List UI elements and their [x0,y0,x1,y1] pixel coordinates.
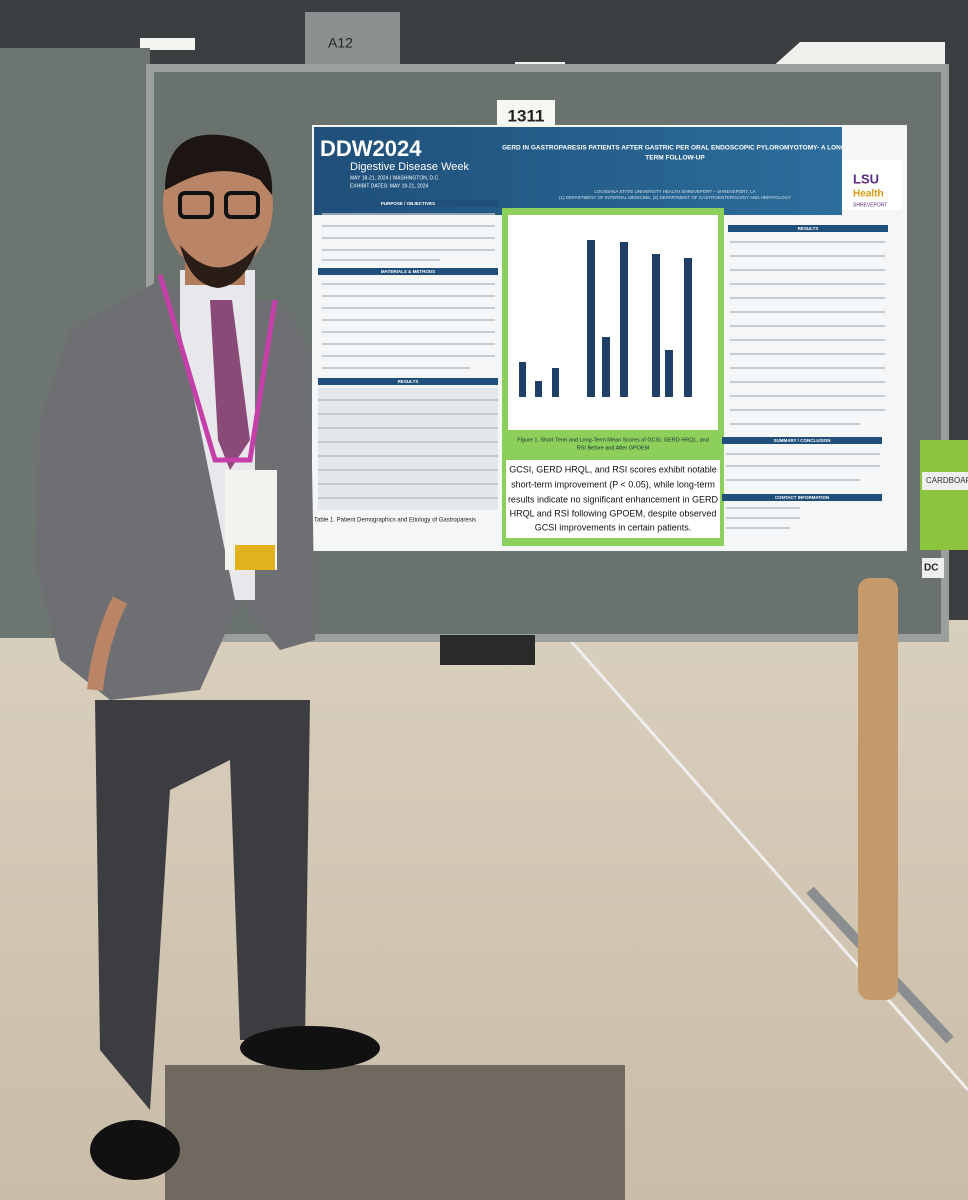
booth-wall [920,440,968,550]
figure [508,215,718,430]
highlight-text: short-term improvement (P < 0.05), while… [511,479,715,489]
booth-logo [922,558,944,578]
poster-dates: MAY 18-21, 2024 | WASHINGTON, D.C. [350,175,439,181]
floor-line [568,639,968,1091]
figure-caption: RSI Before and After GPOEM [577,445,650,451]
left-column [318,200,498,510]
section-header: MATERIALS & METHODS [381,269,435,274]
highlight-box [506,460,720,538]
poster-logo-subtitle: Digestive Disease Week [350,161,470,173]
booth-sign [922,472,968,490]
section-header: CONTACT INFORMATION [775,495,829,500]
figure-caption: Figure 1. Short Term and Long-Term Mean … [517,437,709,443]
poster-logo: DDW2024 [320,136,422,161]
section-header: SUMMARY / CONCLUSION [773,438,830,443]
section-header: RESULTS [798,226,819,231]
booth-logo-text: DC [924,563,938,574]
poster-dates: EXHIBIT DATES: MAY 19-21, 2024 [350,183,428,189]
table-caption: Table 1. Patient Demographics and Etiolo… [314,518,476,524]
background-person [440,635,535,665]
aisle-sign [305,12,400,72]
highlight-text: GCSI improvements in certain patients. [535,522,692,532]
poster-title: TERM FOLLOW-UP [645,155,705,162]
highlight-text: GCSI, GERD HRQL, and RSI scores exhibit … [509,464,717,474]
institution-name: LSU [853,171,879,186]
institution-name: Health [853,189,884,200]
institution-logo [842,160,902,210]
section-header: RESULTS [398,379,419,384]
light [140,38,195,50]
booth-number-text: 1311 [508,106,545,125]
institution-name: SHREVEPORT [853,202,887,208]
highlight-text: HRQL and RSI following GPOEM, despite ob… [510,508,717,518]
aisle-label: A12 [328,35,353,51]
section-header: PURPOSE / OBJECTIVES [381,201,435,206]
figure-bars [519,240,692,397]
floor-grate [165,1065,625,1200]
poster-title: GERD IN GASTROPARESIS PATIENTS AFTER GAS… [502,145,848,152]
right-column [722,225,888,529]
highlight-text: results indicate no significant enhancem… [508,494,719,504]
poster-affiliation: (1) DEPARTMENT OF INTERNAL MEDICINE, (2)… [559,195,791,200]
poster-affiliation: LOUISIANA STATE UNIVERSITY HEALTH SHREVE… [594,189,755,194]
person [35,134,380,1180]
poster-tube [858,578,898,1000]
booth-sign-text: CARDBOARD [926,476,968,485]
